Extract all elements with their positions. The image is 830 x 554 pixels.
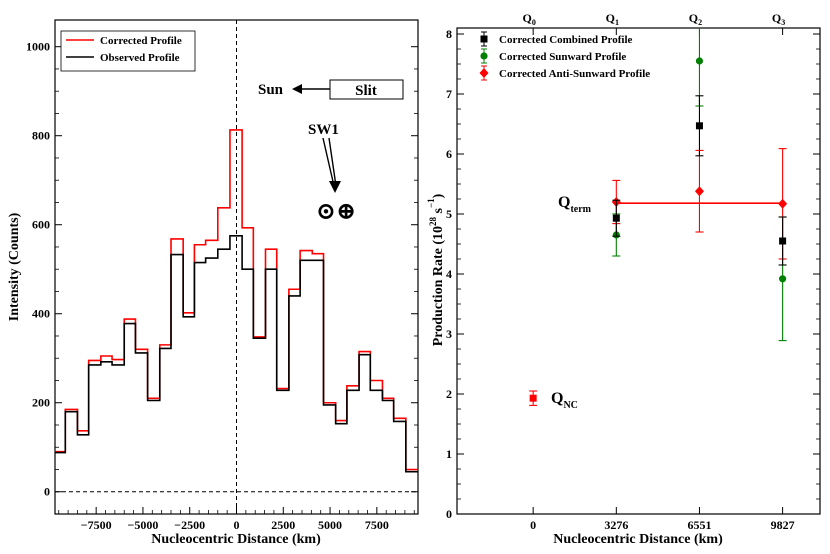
right-y-tick-label: 2 — [446, 387, 452, 401]
observed-profile-line — [55, 235, 418, 473]
right-legend-label: Corrected Anti-Sunward Profile — [499, 68, 650, 80]
left-x-tick-label: 5000 — [318, 518, 342, 532]
right-y-label-exp: −1 — [426, 198, 436, 208]
left-x-tick-label: −2500 — [174, 518, 205, 532]
qnc-sub: NC — [563, 400, 577, 411]
corrected-sunward-profilepoint — [695, 57, 704, 65]
right-x-tick-label: 9827 — [771, 518, 795, 532]
left-y-tick-label: 1000 — [26, 40, 50, 54]
right-y-axis-label: Production Rate (1028 s−1) — [426, 193, 446, 346]
right-y-tick-label: 3 — [446, 327, 452, 341]
top-label-main: Q — [772, 11, 781, 25]
top-label-main: Q — [522, 11, 531, 25]
right-x-tick-label: 6551 — [687, 518, 711, 532]
sun-arrow-head — [292, 84, 302, 94]
left-legend-label: Corrected Profile — [100, 35, 182, 47]
top-label-sub: 2 — [698, 18, 702, 27]
right-legend-marker — [480, 52, 488, 60]
corrected-combined-profilepoint — [779, 237, 787, 245]
right-y-tick-label: 0 — [446, 507, 452, 521]
left-x-tick-label: −5000 — [128, 518, 159, 532]
left-y-tick-label: 600 — [32, 218, 50, 232]
sun-label: Sun — [258, 82, 284, 98]
right-x-axis-label: Nucleocentric Distance (km) — [553, 532, 723, 547]
left-chart: −7500 −5000 −2500 0 2500 5000 7500 0 200 400 600 80… — [7, 19, 419, 547]
right-y-tick-label: 6 — [446, 147, 452, 161]
left-x-tick-label: −7500 — [81, 518, 112, 532]
right-y-tick-label: 1 — [446, 447, 452, 461]
left-x-tick-label: 7500 — [365, 518, 389, 532]
left-legend-box — [60, 30, 196, 72]
corrected-sunward-profilepoint — [779, 275, 787, 283]
top-label-main: Q — [606, 11, 615, 25]
left-x-tick-label: 2500 — [271, 518, 295, 532]
top-label-sub: 3 — [781, 18, 785, 27]
right-top-tick-label: Q2 — [689, 11, 702, 27]
qterm-sub: term — [570, 204, 591, 215]
qterm-main: Q — [558, 194, 570, 211]
right-y-label-close: ) — [431, 193, 446, 198]
right-x-tick-label: 3276 — [604, 518, 628, 532]
right-y-tick-label: 7 — [446, 87, 452, 101]
right-legend-marker — [479, 68, 489, 78]
right-y-tick-label: 4 — [446, 267, 452, 281]
right-legend-label: Corrected Combined Profile — [499, 34, 633, 46]
qnc-main: Q — [551, 390, 563, 407]
corrected-combined-profilepoint — [695, 122, 703, 130]
left-y-tick-label: 0 — [44, 485, 50, 499]
qterm-label: Qterm — [558, 194, 592, 215]
corrected-combined-profilepoint — [612, 214, 620, 222]
slit-label: Slit — [355, 83, 377, 99]
left-annotations: Slit Sun SW1 ⊙⊕ — [258, 79, 404, 225]
qnc-label: QNC — [551, 390, 578, 411]
sw1-arrow-left — [322, 137, 335, 187]
right-series — [529, 28, 788, 406]
right-legend-label: Corrected Sunward Profile — [499, 51, 626, 63]
left-y-tick-label: 800 — [32, 129, 50, 143]
left-x-tick-label: 0 — [234, 518, 240, 532]
sw1-arrow-head — [329, 181, 341, 193]
right-legend-marker — [480, 35, 488, 43]
left-legend: Corrected Profile Observed Profile — [60, 30, 196, 72]
left-y-axis-label: Intensity (Counts) — [7, 212, 22, 321]
top-label-main: Q — [689, 11, 698, 25]
left-series — [55, 20, 418, 514]
right-y-label-main: Production Rate (10 — [431, 226, 446, 346]
sw1-arrow-right — [328, 137, 337, 187]
right-x-tick-label: 0 — [530, 518, 536, 532]
sun-earth-symbols: ⊙⊕ — [316, 199, 356, 225]
right-y-label-units: 28 — [428, 216, 438, 226]
corrected-anti-sunward-profilepoint — [778, 198, 788, 209]
top-label-sub: 1 — [615, 18, 619, 27]
right-y-label-tail: s — [431, 207, 446, 217]
left-ticks: −7500 −5000 −2500 0 2500 5000 7500 0 200 400 600 80… — [26, 40, 418, 532]
left-x-axis-label: Nucleocentric Distance (km) — [151, 532, 321, 547]
right-plot-frame — [456, 27, 821, 515]
top-label-sub: 0 — [532, 18, 536, 27]
right-top-tick-label: Q0 — [522, 11, 535, 27]
left-legend-label: Observed Profile — [100, 52, 180, 64]
left-y-tick-label: 400 — [32, 307, 50, 321]
sw1-label: SW1 — [308, 122, 339, 138]
corrected-profile-line — [55, 129, 418, 471]
right-y-tick-label: 5 — [446, 207, 452, 221]
right-top-tick-label: Q3 — [772, 11, 785, 27]
corrected-anti-sunward-profilepoint — [694, 186, 704, 197]
left-y-tick-label: 200 — [32, 396, 50, 410]
right-legend: Corrected Combined Profile Corrected Sunw… — [479, 31, 650, 81]
qnc-point — [529, 394, 537, 402]
right-top-tick-label: Q1 — [606, 11, 619, 27]
right-y-tick-label: 8 — [446, 27, 452, 41]
